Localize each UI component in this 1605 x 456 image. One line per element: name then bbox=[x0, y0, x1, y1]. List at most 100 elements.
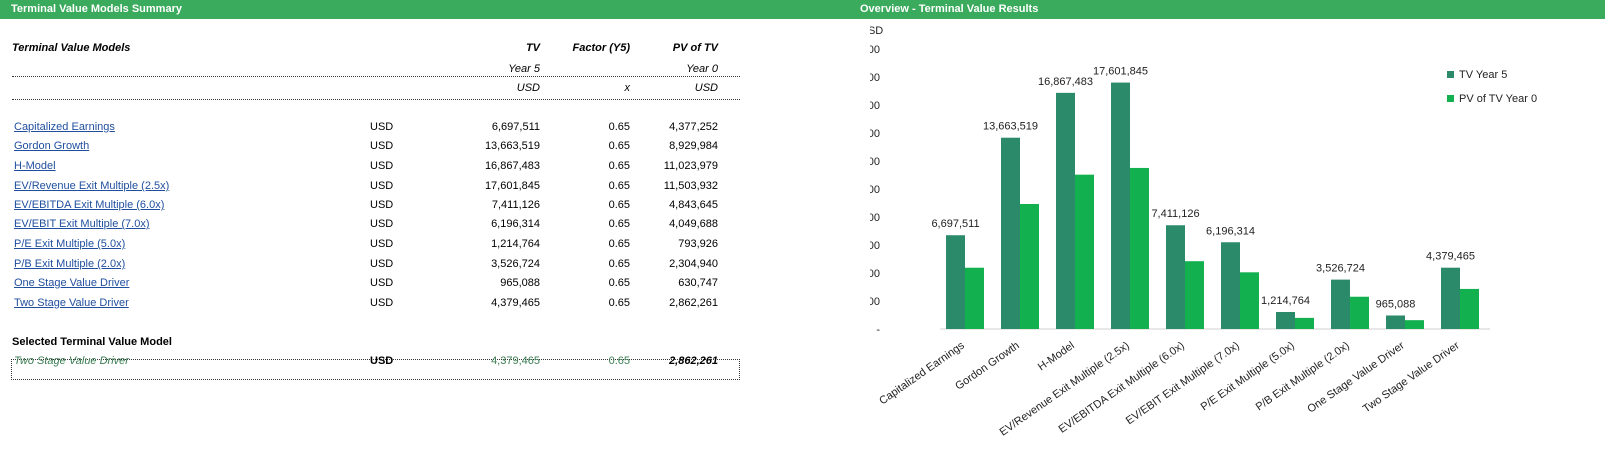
bar-pv-year0 bbox=[1185, 261, 1204, 329]
model-link[interactable]: Capitalized Earnings bbox=[14, 121, 115, 133]
model-link[interactable]: P/B Exit Multiple (2.0x) bbox=[14, 258, 126, 270]
y-tick-label: 20,000,000 bbox=[870, 44, 880, 56]
col-pv-sub: Year 0 bbox=[686, 63, 718, 75]
model-link[interactable]: EV/EBIT Exit Multiple (7.0x) bbox=[14, 218, 150, 230]
model-link[interactable]: One Stage Value Driver bbox=[14, 277, 130, 289]
col-factor-header: Factor (Y5) bbox=[572, 42, 630, 54]
y-tick-label: 4,000,000 bbox=[870, 268, 880, 280]
col-factor-unit: x bbox=[624, 82, 631, 94]
pv-cell: 8,929,984 bbox=[669, 140, 718, 152]
selected-pv: 2,862,261 bbox=[669, 355, 718, 367]
factor-cell: 0.65 bbox=[608, 180, 630, 192]
unit-divider bbox=[12, 99, 740, 100]
model-link[interactable]: Two Stage Value Driver bbox=[14, 297, 129, 309]
factor-cell: 0.65 bbox=[608, 297, 630, 309]
model-link[interactable]: H-Model bbox=[14, 160, 56, 172]
category-label: P/B Exit Multiple (2.0x) bbox=[1254, 340, 1352, 414]
legend-swatch-tv bbox=[1447, 71, 1454, 78]
data-label: 16,867,483 bbox=[1038, 76, 1093, 88]
y-tick-label: 18,000,000 bbox=[870, 72, 880, 84]
data-label: 7,411,126 bbox=[1151, 208, 1199, 220]
factor-cell: 0.65 bbox=[608, 238, 630, 250]
pv-cell: 11,023,979 bbox=[663, 160, 718, 172]
pv-cell: 11,503,932 bbox=[663, 180, 718, 192]
bar-tv-year5 bbox=[1441, 267, 1460, 329]
data-label: 6,697,511 bbox=[931, 218, 979, 230]
model-link[interactable]: P/E Exit Multiple (5.0x) bbox=[14, 238, 126, 250]
selected-tv: 4,379,465 bbox=[491, 355, 540, 367]
currency-cell: USD bbox=[370, 140, 394, 152]
factor-cell: 0.65 bbox=[608, 160, 630, 172]
col-tv-header: TV bbox=[525, 42, 540, 54]
bar-pv-year0 bbox=[1460, 288, 1479, 329]
selected-model-name: Two Stage Value Driver bbox=[14, 355, 129, 367]
pv-cell: 4,377,252 bbox=[669, 121, 718, 133]
model-link[interactable]: EV/Revenue Exit Multiple (2.5x) bbox=[14, 180, 170, 192]
section-header-bar: Terminal Value Models Summary Overview -… bbox=[0, 0, 1605, 19]
legend-label-pv: PV of TV Year 0 bbox=[1459, 93, 1537, 105]
y-tick-label: 2,000,000 bbox=[870, 296, 880, 308]
data-label: 965,088 bbox=[1376, 298, 1416, 310]
pv-cell: 630,747 bbox=[678, 277, 718, 289]
bar-tv-year5 bbox=[1221, 242, 1240, 329]
col-pv-header: PV of TV bbox=[672, 42, 718, 54]
factor-cell: 0.65 bbox=[608, 121, 630, 133]
data-label: 1,214,764 bbox=[1261, 295, 1310, 307]
category-label: EV/EBIT Exit Multiple (7.0x) bbox=[1124, 340, 1242, 428]
category-label: Two Stage Value Driver bbox=[1361, 339, 1462, 415]
col-tv-sub: Year 5 bbox=[508, 63, 540, 75]
col-pv-unit: USD bbox=[694, 82, 718, 94]
header-divider bbox=[12, 76, 740, 77]
bar-tv-year5 bbox=[1276, 311, 1295, 329]
bar-pv-year0 bbox=[1405, 320, 1424, 329]
y-tick-label: 12,000,000 bbox=[870, 156, 880, 168]
currency-cell: USD bbox=[370, 277, 394, 289]
overview-title: Overview - Terminal Value Results bbox=[860, 3, 1039, 15]
legend-label-tv: TV Year 5 bbox=[1459, 69, 1507, 81]
y-tick-label: 6,000,000 bbox=[870, 240, 880, 252]
currency-cell: USD bbox=[370, 238, 394, 250]
y-tick-label: 16,000,000 bbox=[870, 100, 880, 112]
tv-cell: 6,697,511 bbox=[491, 121, 540, 133]
bar-tv-year5 bbox=[1111, 82, 1130, 329]
bar-pv-year0 bbox=[965, 267, 984, 329]
bar-pv-year0 bbox=[1020, 203, 1039, 329]
selected-model-label: Selected Terminal Value Model bbox=[12, 336, 172, 348]
data-label: 4,379,465 bbox=[1426, 251, 1475, 263]
factor-cell: 0.65 bbox=[608, 199, 630, 211]
y-tick-label: - bbox=[876, 324, 880, 336]
y-tick-label: 8,000,000 bbox=[870, 212, 880, 224]
tv-cell: 4,379,465 bbox=[491, 297, 540, 309]
data-label: 17,601,845 bbox=[1093, 66, 1148, 78]
category-label: Capitalized Earnings bbox=[877, 339, 967, 407]
summary-title: Terminal Value Models Summary bbox=[11, 3, 182, 15]
data-label: 3,526,724 bbox=[1316, 263, 1365, 275]
bar-pv-year0 bbox=[1075, 174, 1094, 329]
bar-tv-year5 bbox=[1166, 225, 1185, 329]
tv-cell: 6,196,314 bbox=[491, 218, 540, 230]
tv-cell: 3,526,724 bbox=[491, 258, 540, 270]
legend-swatch-pv bbox=[1447, 95, 1454, 102]
model-link[interactable]: Gordon Growth bbox=[14, 140, 90, 152]
currency-cell: USD bbox=[370, 297, 394, 309]
bar-tv-year5 bbox=[946, 235, 965, 329]
tv-cell: 16,867,483 bbox=[484, 160, 540, 172]
tv-cell: 965,088 bbox=[500, 277, 540, 289]
bar-pv-year0 bbox=[1350, 296, 1369, 329]
bar-tv-year5 bbox=[1386, 315, 1405, 329]
currency-cell: USD bbox=[370, 180, 394, 192]
factor-cell: 0.65 bbox=[608, 258, 630, 270]
category-label: P/E Exit Multiple (5.0x) bbox=[1199, 340, 1297, 414]
currency-cell: USD bbox=[370, 160, 394, 172]
selected-model-row bbox=[11, 359, 740, 380]
bar-pv-year0 bbox=[1130, 167, 1149, 329]
bar-tv-year5 bbox=[1056, 92, 1075, 329]
y-tick-label: 10,000,000 bbox=[870, 184, 880, 196]
selected-currency: USD bbox=[370, 355, 394, 367]
bar-tv-year5 bbox=[1331, 279, 1350, 329]
tv-cell: 13,663,519 bbox=[484, 140, 540, 152]
bar-tv-year5 bbox=[1001, 137, 1020, 329]
currency-cell: USD bbox=[370, 218, 394, 230]
currency-cell: USD bbox=[370, 121, 394, 133]
model-link[interactable]: EV/EBITDA Exit Multiple (6.0x) bbox=[14, 199, 165, 211]
